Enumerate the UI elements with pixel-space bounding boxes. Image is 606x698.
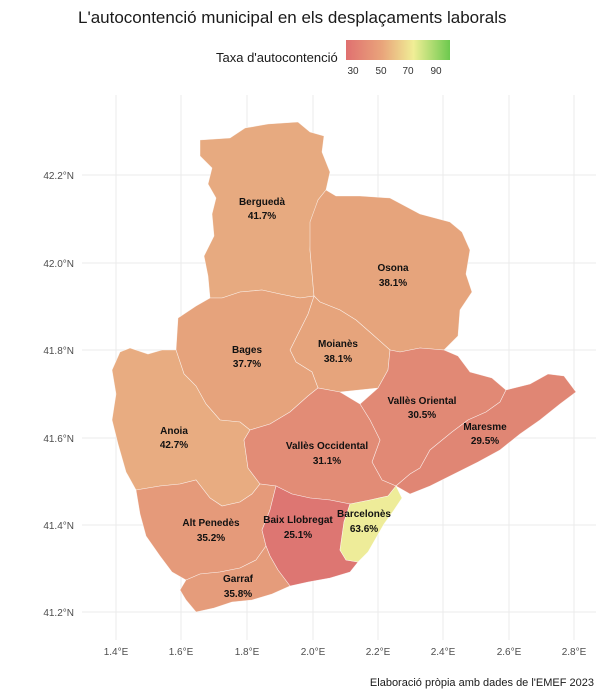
region-value-valles-oriental: 30.5% xyxy=(408,410,436,421)
region-value-bages: 37.7% xyxy=(233,359,261,370)
x-axis-label: 2.6°E xyxy=(497,647,522,658)
region-label-barcelones: Barcelonès xyxy=(337,509,391,520)
region-barcelones xyxy=(339,485,403,563)
region-labels: Berguedà 41.7% Osona 38.1% Moianès 38.1%… xyxy=(160,197,507,600)
region-label-maresme: Maresme xyxy=(463,422,507,433)
y-axis-label: 41.6°N xyxy=(43,434,74,445)
x-axis-label: 2.8°E xyxy=(562,647,587,658)
region-value-alt-penedes: 35.2% xyxy=(197,533,225,544)
x-axis-label: 2.0°E xyxy=(301,647,326,658)
region-label-osona: Osona xyxy=(377,263,409,274)
x-axis-label: 2.2°E xyxy=(366,647,391,658)
region-bergueda xyxy=(199,121,331,299)
region-label-bergueda: Berguedà xyxy=(239,197,286,208)
legend-tick-30: 30 xyxy=(347,66,359,77)
region-value-garraf: 35.8% xyxy=(224,589,252,600)
region-value-maresme: 29.5% xyxy=(471,436,499,447)
region-label-baix-llobregat: Baix Llobregat xyxy=(263,515,333,526)
y-axis-label: 41.4°N xyxy=(43,521,74,532)
region-value-barcelones: 63.6% xyxy=(350,524,378,535)
region-maresme xyxy=(395,373,577,495)
y-axis-label: 42.2°N xyxy=(43,171,74,182)
legend-tick-70: 70 xyxy=(402,66,414,77)
y-axis-label: 42.0°N xyxy=(43,259,74,270)
x-axis-label: 2.4°E xyxy=(431,647,456,658)
legend-title: Taxa d'autocontenció xyxy=(216,50,338,65)
map-caption: Elaboració pròpia amb dades de l'EMEF 20… xyxy=(369,677,594,689)
region-value-baix-llobregat: 25.1% xyxy=(284,530,312,541)
legend-tick-50: 50 xyxy=(375,66,387,77)
legend-color-bar xyxy=(346,40,450,60)
region-garraf xyxy=(179,545,291,613)
regions-layer xyxy=(111,121,577,613)
y-axis-label: 41.8°N xyxy=(43,346,74,357)
region-label-alt-penedes: Alt Penedès xyxy=(182,518,240,529)
y-axis-label: 41.2°N xyxy=(43,608,74,619)
region-value-valles-occidental: 31.1% xyxy=(313,456,341,467)
region-label-anoia: Anoia xyxy=(160,426,188,437)
x-axis-label: 1.6°E xyxy=(169,647,194,658)
region-value-anoia: 42.7% xyxy=(160,440,188,451)
region-value-osona: 38.1% xyxy=(379,278,407,289)
region-value-bergueda: 41.7% xyxy=(248,211,276,222)
x-axis-label: 1.4°E xyxy=(104,647,129,658)
legend-tick-90: 90 xyxy=(430,66,442,77)
map-title: L'autocontenció municipal en els desplaç… xyxy=(78,8,507,27)
region-label-bages: Bages xyxy=(232,345,262,356)
region-label-valles-occidental: Vallès Occidental xyxy=(286,441,368,452)
region-label-garraf: Garraf xyxy=(223,574,254,585)
region-label-valles-oriental: Vallès Oriental xyxy=(388,396,457,407)
region-value-moianes: 38.1% xyxy=(324,354,352,365)
x-axis-label: 1.8°E xyxy=(235,647,260,658)
region-label-moianes: Moianès xyxy=(318,339,358,350)
